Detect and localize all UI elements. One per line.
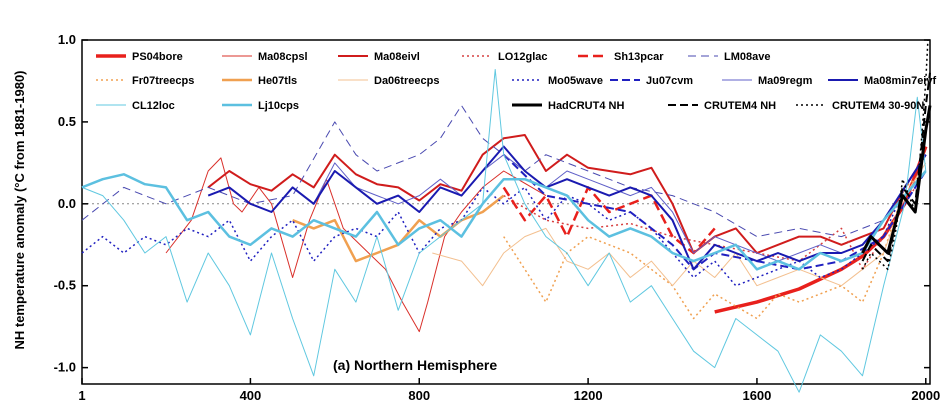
legend-label-13: CL12loc bbox=[132, 100, 175, 112]
series-lines bbox=[81, 39, 932, 393]
series-line-0 bbox=[714, 145, 928, 314]
legend-label-5: LM08ave bbox=[724, 51, 770, 63]
x-tick-label: 2000 bbox=[911, 388, 940, 403]
legend-label-11: Ma09regm bbox=[758, 75, 813, 87]
series-line-7 bbox=[292, 194, 505, 263]
y-tick-label: 0.5 bbox=[58, 114, 76, 129]
plot-border bbox=[81, 39, 931, 385]
legend-label-17: CRUTEM4 30-90N bbox=[832, 100, 924, 112]
x-tick-label: 1600 bbox=[742, 388, 771, 403]
series-line-5 bbox=[81, 105, 927, 238]
legend-label-15: HadCRUT4 NH bbox=[548, 100, 624, 112]
x-tick-label: 800 bbox=[408, 388, 430, 403]
series-line-1 bbox=[165, 157, 547, 333]
series-line-12 bbox=[207, 145, 927, 271]
axes: 1 400 800 1200 1600 2000 1.0 0.5 0.0 -0.5 -1.0 bbox=[54, 32, 941, 403]
y-tick-label: 0.0 bbox=[58, 196, 76, 211]
x-tick-label: 400 bbox=[240, 388, 262, 403]
x-tick-label: 1 bbox=[78, 388, 85, 403]
legend-label-8: Da06treecps bbox=[374, 75, 439, 87]
panel-annotation: (a) Northern Hemisphere bbox=[333, 357, 497, 373]
legend-label-6: Fr07treecps bbox=[132, 75, 194, 87]
series-line-11 bbox=[292, 154, 927, 262]
legend-label-14: Lj10cps bbox=[258, 100, 299, 112]
series-line-10 bbox=[503, 153, 927, 271]
series-line-6 bbox=[503, 170, 927, 320]
legend-label-1: Ma08cpsl bbox=[258, 51, 308, 63]
legend-label-7: He07tls bbox=[258, 75, 297, 87]
legend-label-0: PS04bore bbox=[132, 51, 183, 63]
legend-label-9: Mo05wave bbox=[548, 75, 603, 87]
series-line-4 bbox=[502, 186, 716, 255]
series-line-2 bbox=[207, 134, 927, 254]
legend-label-2: Ma08eivl bbox=[374, 51, 420, 63]
plot-frame bbox=[81, 39, 931, 385]
y-tick-label: -1.0 bbox=[54, 360, 76, 375]
series-line-9 bbox=[81, 154, 927, 287]
legend-label-3: LO12glac bbox=[498, 51, 548, 63]
y-tick-label: -0.5 bbox=[54, 278, 76, 293]
series-line-13 bbox=[81, 69, 927, 393]
series-line-16 bbox=[861, 72, 931, 263]
legend: PS04bore Ma08cpsl Ma08eivl LO12glac Sh13pcar… bbox=[96, 51, 936, 112]
legend-label-12: Ma08min7eivf bbox=[864, 75, 936, 87]
legend-label-4: Sh13pcar bbox=[614, 51, 664, 63]
y-tick-label: 1.0 bbox=[58, 32, 76, 47]
series-line-8 bbox=[432, 162, 927, 287]
x-tick-label: 1200 bbox=[574, 388, 603, 403]
series-line-15 bbox=[861, 105, 932, 255]
legend-label-10: Ju07cvm bbox=[646, 75, 693, 87]
series-line-17 bbox=[861, 39, 929, 271]
legend-label-16: CRUTEM4 NH bbox=[704, 100, 776, 112]
series-line-14 bbox=[81, 170, 927, 271]
y-axis-label: NH temperature anomaly (°C from 1881-198… bbox=[12, 70, 27, 349]
